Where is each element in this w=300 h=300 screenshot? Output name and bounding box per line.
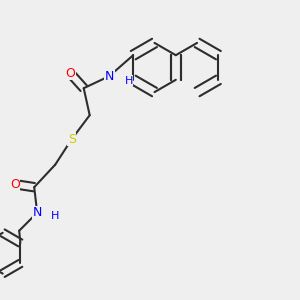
Text: S: S [68, 133, 76, 146]
Text: H: H [51, 211, 59, 221]
Text: O: O [65, 67, 75, 80]
Text: H: H [124, 76, 133, 86]
Text: O: O [10, 178, 20, 191]
Text: N: N [32, 206, 42, 219]
Text: N: N [104, 70, 114, 83]
